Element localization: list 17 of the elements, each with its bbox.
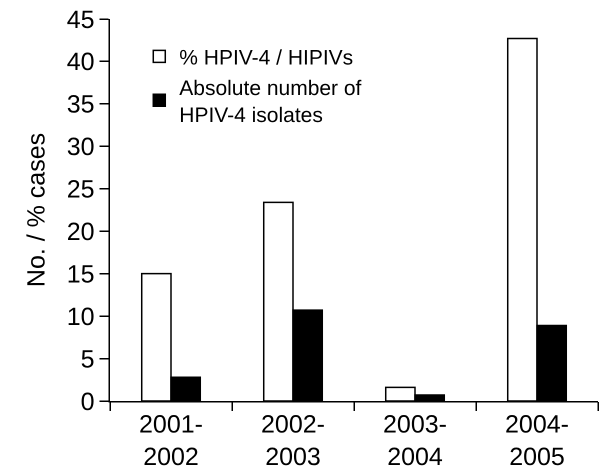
- legend-label: Absolute number of HPIV-4 isolates: [179, 76, 362, 128]
- legend-label: % HPIV-4 / HIPIVs: [179, 46, 354, 70]
- y-tick-label: 45: [66, 6, 94, 34]
- x-tick-label: 2004- 2005: [505, 410, 569, 471]
- y-axis-title: No. / % cases: [22, 132, 51, 288]
- y-tick-label: 0: [80, 388, 94, 416]
- y-tick-label: 35: [66, 90, 94, 119]
- x-tick-label: 2003- 2004: [383, 410, 447, 471]
- y-tick-label: 10: [66, 302, 94, 331]
- y-tick-label: 40: [66, 48, 94, 76]
- y-tick-label: 25: [66, 176, 94, 204]
- x-tick-label: 2002- 2003: [261, 410, 325, 471]
- y-tick-label: 5: [80, 345, 94, 374]
- y-tick-label: 30: [66, 133, 94, 162]
- x-tick-label: 2001- 2002: [139, 410, 203, 471]
- y-tick-label: 15: [66, 260, 94, 288]
- y-tick-label: 20: [66, 218, 94, 246]
